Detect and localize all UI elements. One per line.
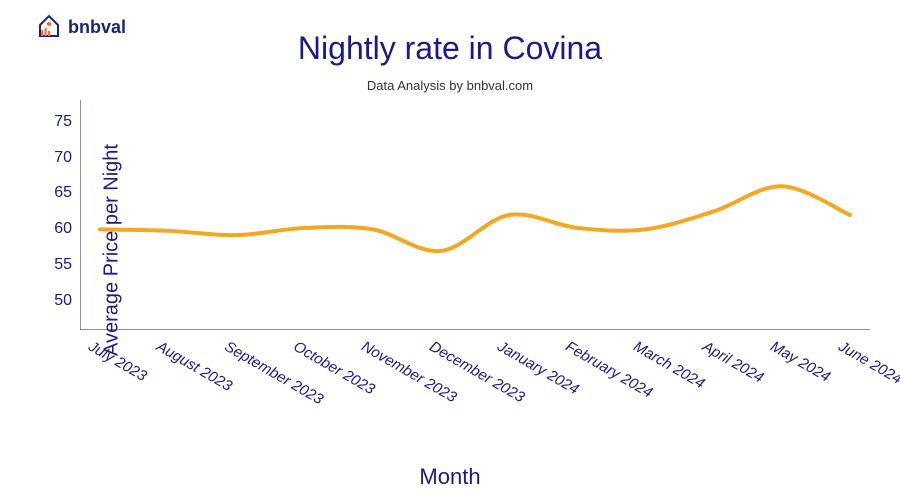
x-axis-label: Month bbox=[0, 464, 900, 490]
y-tick-label: 50 bbox=[54, 292, 72, 310]
y-tick-label: 65 bbox=[54, 184, 72, 202]
x-tick-label: May 2024 bbox=[767, 338, 833, 386]
chart-subtitle: Data Analysis by bnbval.com bbox=[0, 78, 900, 93]
x-tick-label: April 2024 bbox=[699, 338, 766, 386]
chart-title: Nightly rate in Covina bbox=[0, 30, 900, 67]
x-tick-label: June 2024 bbox=[836, 338, 900, 388]
plot-area: 505560657075 July 2023August 2023Septemb… bbox=[80, 100, 870, 330]
y-tick-label: 60 bbox=[54, 220, 72, 238]
chart-container: bnbval Nightly rate in Covina Data Analy… bbox=[0, 0, 900, 500]
y-tick-label: 70 bbox=[54, 149, 72, 167]
line-chart-svg bbox=[80, 100, 870, 330]
y-tick-label: 75 bbox=[54, 113, 72, 131]
data-line bbox=[100, 186, 850, 251]
x-tick-label: August 2023 bbox=[154, 338, 235, 395]
y-tick-label: 55 bbox=[54, 256, 72, 274]
